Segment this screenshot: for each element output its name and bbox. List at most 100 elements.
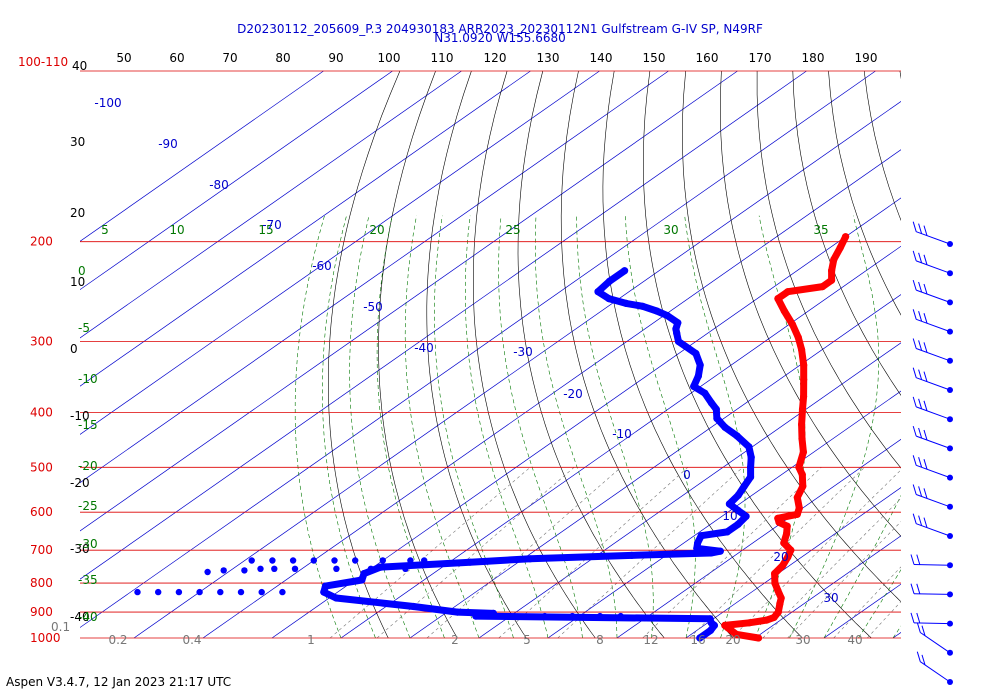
wind-barb-staff	[913, 593, 951, 595]
wind-barb-feather	[916, 554, 921, 565]
temperature-point	[842, 233, 850, 241]
dry-adiabat-line	[473, 70, 596, 639]
moist-adiabat-label: 0	[78, 264, 86, 278]
wind-barb-feather	[912, 484, 917, 495]
moist-adiabat-line	[754, 215, 806, 639]
wind-barb-feather	[916, 622, 921, 633]
wind-barb-feather	[916, 583, 921, 594]
temperature-point	[780, 539, 788, 547]
wind-barb-feather	[912, 513, 917, 524]
dewpoint-point	[693, 544, 701, 553]
pressure-tick-label: 500	[30, 460, 53, 474]
dewpoint-point	[742, 512, 750, 520]
isotherm-line	[754, 535, 901, 639]
moist-adiabat-label: 35	[813, 223, 828, 237]
wind-barb-feather	[923, 429, 928, 441]
footer-version-text: Aspen V3.4.7, 12 Jan 2023 21:17 UTC	[6, 675, 232, 689]
isotherm-line	[892, 631, 901, 639]
isotherm-label: -20	[563, 387, 583, 401]
mixing-ratio-label: 0.4	[182, 633, 201, 647]
dewpoint-point	[674, 319, 682, 327]
isotherm-line	[547, 390, 901, 639]
dewpoint-scatter-point	[269, 557, 276, 564]
temperature-point	[798, 471, 806, 479]
dewpoint-scatter-point	[204, 568, 211, 576]
dry-adiabat-label: 30	[70, 135, 85, 149]
wind-barb	[910, 612, 953, 627]
wind-barb	[912, 221, 953, 247]
moist-adiabat-label: -10	[78, 372, 98, 386]
dewpoint-point	[410, 602, 418, 611]
mixing-ratio-line	[731, 469, 901, 639]
isotherm-line	[409, 294, 901, 639]
dewpoint-point	[621, 267, 629, 275]
pressure-tick-label: 700	[30, 543, 53, 557]
isotherm-line	[80, 70, 324, 242]
dry-adiabat-line	[936, 71, 1000, 638]
dewpoint-point	[706, 615, 714, 623]
moist-adiabat-label: -35	[78, 573, 98, 587]
wind-barb-feather	[923, 459, 928, 470]
wind-barb-feather	[923, 400, 928, 411]
dewpoint-point	[466, 558, 474, 566]
pressure-tick-label: 300	[30, 335, 53, 349]
top-axis-tick-label: 100	[378, 51, 401, 65]
temperature-point	[780, 307, 788, 315]
temperature-point	[721, 621, 729, 630]
dewpoint-point	[747, 453, 755, 461]
temperature-point	[799, 448, 808, 456]
moist-adiabat-line	[535, 215, 618, 638]
dewpoint-scatter-point	[421, 557, 428, 564]
wind-barb	[912, 367, 953, 393]
dewpoint-point	[690, 382, 698, 390]
moist-adiabat-line	[823, 494, 901, 639]
dewpoint-point	[472, 612, 480, 620]
temperature-point	[774, 608, 782, 616]
wind-barb-feather	[912, 396, 917, 408]
chart-title-line-1: D20230112_205609_P.3 204930183 ARR2023_2…	[237, 22, 763, 36]
moist-adiabat-line	[498, 215, 583, 639]
dry-adiabat-label: 40	[72, 59, 87, 73]
dewpoint-scatter-point	[352, 557, 359, 564]
dewpoint-point	[696, 634, 704, 642]
mixing-ratio-line	[762, 497, 901, 639]
temperature-point	[779, 561, 787, 570]
wind-barb-feather	[921, 625, 926, 636]
dewpoint-point	[605, 295, 613, 303]
wind-barb	[912, 338, 953, 364]
wind-barb-feather	[912, 425, 917, 437]
wind-barb-feather	[912, 309, 917, 320]
temperature-point	[828, 276, 836, 284]
dewpoint-scatter-point	[541, 612, 548, 620]
wind-barb-staff	[916, 406, 951, 420]
temperature-point	[732, 630, 740, 638]
moist-adiabat-line	[404, 215, 480, 639]
dry-adiabat-label: -40	[70, 610, 90, 624]
pressure-tick-label: 200	[30, 235, 53, 249]
wind-barb	[916, 651, 953, 685]
isotherm-label: -40	[414, 341, 434, 355]
dewpoint-point	[663, 312, 671, 320]
moist-adiabat-label: -25	[78, 499, 98, 513]
top-axis-tick-label: 130	[537, 51, 560, 65]
temperature-point	[798, 435, 806, 443]
isotherm-label: -90	[158, 137, 178, 151]
wind-barb-feather	[923, 254, 928, 265]
wind-barb-feather	[918, 427, 923, 439]
dry-adiabat-line	[643, 70, 872, 639]
dry-adiabat-label: 20	[70, 206, 85, 220]
temperature-point	[763, 616, 771, 624]
dewpoint-point	[489, 609, 497, 618]
mixing-ratio-label: 16	[690, 633, 705, 647]
top-axis-tick-label: 70	[222, 51, 237, 65]
dry-adiabat-label: -20	[70, 476, 90, 490]
wind-barb	[912, 513, 953, 539]
dewpoint-scatter-point	[217, 588, 224, 596]
mixing-ratio-label: 30	[795, 633, 810, 647]
wind-barb-staff	[913, 622, 951, 625]
wind-barb-feather	[923, 371, 928, 382]
isotherm-label: -10	[612, 427, 632, 441]
mixing-ratio-label: 5	[523, 633, 531, 647]
top-axis-tick-label: 160	[696, 51, 719, 65]
